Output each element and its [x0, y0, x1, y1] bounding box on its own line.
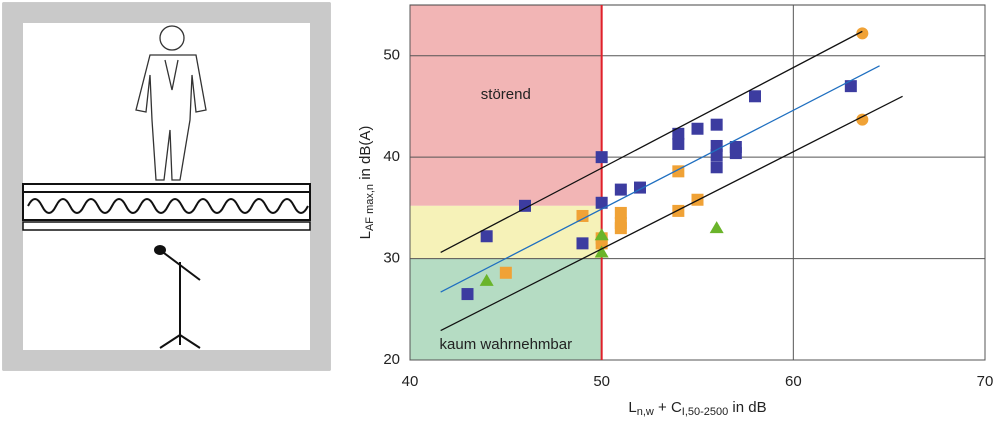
y-tick-label: 30 [383, 250, 400, 267]
point [594, 228, 609, 241]
point [499, 266, 512, 279]
point [709, 221, 724, 234]
point [749, 90, 761, 103]
fit-line [440, 30, 863, 254]
x-tick-label: 40 [402, 373, 419, 390]
y-axis-label-part: AF max,n [364, 184, 376, 231]
fit-line [440, 95, 903, 332]
point [480, 230, 493, 243]
zone [410, 5, 602, 206]
zone [410, 205, 602, 259]
fit-line [440, 65, 880, 293]
point [594, 245, 609, 258]
x-axis-label-part: in dB [728, 399, 766, 416]
point [672, 137, 685, 150]
point [595, 151, 608, 164]
y-axis-label: LAF max,n in dB(A) [357, 126, 376, 240]
point [856, 27, 869, 40]
point [576, 209, 589, 222]
x-axis-label-part: n,w [637, 406, 654, 418]
point [710, 118, 723, 131]
point [614, 222, 627, 235]
point [614, 183, 627, 196]
zone-label: störend [481, 86, 531, 103]
point [595, 196, 608, 209]
x-axis-label-part: L [628, 399, 636, 416]
x-tick-label: 60 [785, 373, 802, 390]
x-axis-label: Ln,w + CI,50-2500 in dB [628, 399, 766, 418]
y-tick-label: 50 [383, 47, 400, 64]
x-tick-label: 50 [593, 373, 610, 390]
point [672, 127, 685, 140]
point [461, 288, 474, 301]
point [844, 80, 857, 93]
y-axis-label-part: in dB(A) [357, 126, 374, 184]
point [691, 122, 704, 135]
point [479, 273, 494, 286]
point [729, 147, 742, 160]
zone-label: kaum wahrnehmbar [440, 336, 573, 353]
point [576, 237, 589, 250]
x-tick-label: 70 [977, 373, 994, 390]
point [672, 204, 685, 217]
point [519, 199, 531, 212]
point [710, 149, 723, 162]
point [856, 113, 869, 126]
y-axis-label-part: L [357, 231, 374, 239]
y-tick-label: 40 [383, 148, 400, 165]
x-axis-label-part: I,50-2500 [682, 406, 728, 418]
y-tick-label: 20 [383, 351, 400, 368]
x-axis-label-part: + C [654, 399, 682, 416]
point [710, 161, 723, 174]
point [614, 206, 627, 219]
illustration [2, 2, 331, 371]
